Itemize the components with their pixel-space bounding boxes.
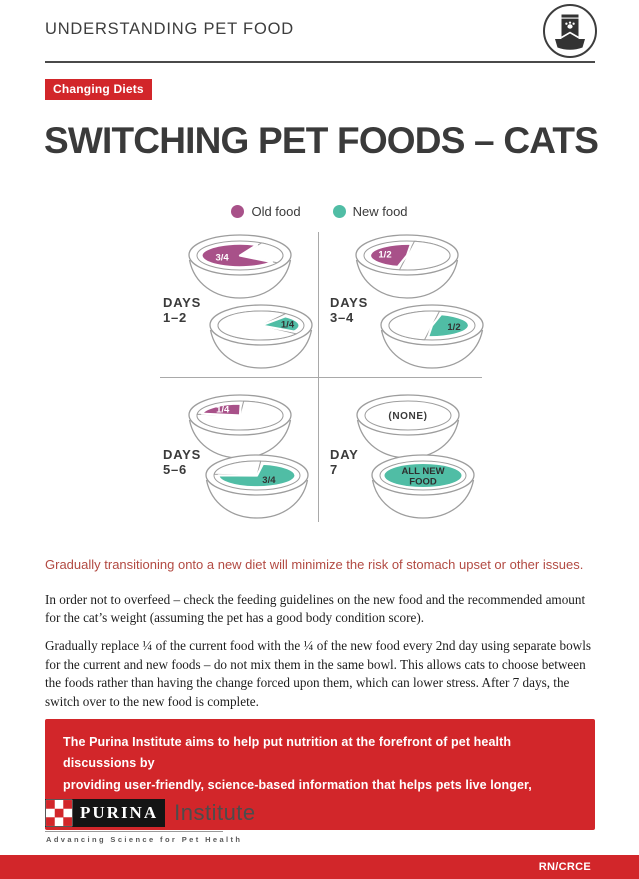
body-text-block: Gradually transitioning onto a new diet …	[45, 556, 597, 749]
food-bowl-new: 1/2	[380, 304, 484, 369]
footer-bar: RN/CRCE	[0, 855, 639, 879]
quadrant-day-label: DAYS 5–6	[163, 447, 202, 477]
page-header-title: UNDERSTANDING PET FOOD	[45, 20, 294, 38]
legend-color-dot	[231, 205, 245, 218]
quadrant-day-label: DAYS 1–2	[163, 295, 202, 325]
food-bowl-none: (NONE)	[356, 394, 460, 459]
logo-divider	[45, 831, 223, 832]
purina-checkerboard-icon	[45, 799, 73, 827]
purina-institute-logo: PURINA Institute	[45, 799, 256, 827]
quadrant-day-label: DAY 7	[330, 447, 359, 477]
document-code: RN/CRCE	[538, 861, 591, 873]
body-paragraph: In order not to overfeed – check the fee…	[45, 591, 586, 626]
legend: Old food New food	[0, 204, 639, 219]
legend-item: Old food	[231, 204, 301, 219]
intro-highlight-text: Gradually transitioning onto a new diet …	[45, 557, 584, 572]
food-bowl-old: 1/2	[355, 234, 459, 299]
legend-item: New food	[332, 204, 408, 219]
pet-food-bag-bowl-icon	[543, 4, 597, 58]
purina-wordmark: PURINA	[73, 799, 166, 827]
body-paragraph: Gradually replace ¼ of the current food …	[45, 638, 592, 710]
food-bowl-old: 3/4	[188, 234, 292, 299]
banner-line: The Purina Institute aims to help put nu…	[63, 735, 512, 771]
header-divider	[45, 61, 595, 63]
svg-text:1/4: 1/4	[216, 405, 230, 416]
svg-text:(NONE): (NONE)	[388, 411, 427, 422]
quadrant-day-label: DAYS 3–4	[330, 295, 369, 325]
svg-text:3/4: 3/4	[262, 475, 276, 486]
svg-text:1/2: 1/2	[378, 250, 391, 261]
category-badge: Changing Diets	[45, 79, 152, 100]
svg-text:ALL NEW: ALL NEW	[401, 466, 444, 477]
legend-color-dot	[332, 205, 346, 218]
svg-text:1/4: 1/4	[281, 319, 295, 330]
food-bowl-new: 3/4	[205, 454, 309, 519]
svg-text:FOOD: FOOD	[409, 477, 437, 488]
food-bowl-new: 1/4	[209, 304, 313, 369]
diagram-horizontal-divider	[160, 377, 482, 378]
legend-label: Old food	[251, 204, 301, 219]
logo-tagline: Advancing Science for Pet Health	[46, 835, 243, 844]
legend-label: New food	[352, 204, 408, 219]
svg-text:3/4: 3/4	[215, 252, 229, 263]
page-title: SWITCHING PET FOODS – CATS	[44, 120, 599, 161]
institute-wordmark: Institute	[174, 800, 256, 825]
bowl-transition-diagram: DAYS 1–2 3/4 1/4 DAYS 3–4 1/2 1/2 DAYS 5–6 1/4 3/4 D…	[158, 230, 484, 526]
svg-text:1/2: 1/2	[447, 322, 460, 333]
